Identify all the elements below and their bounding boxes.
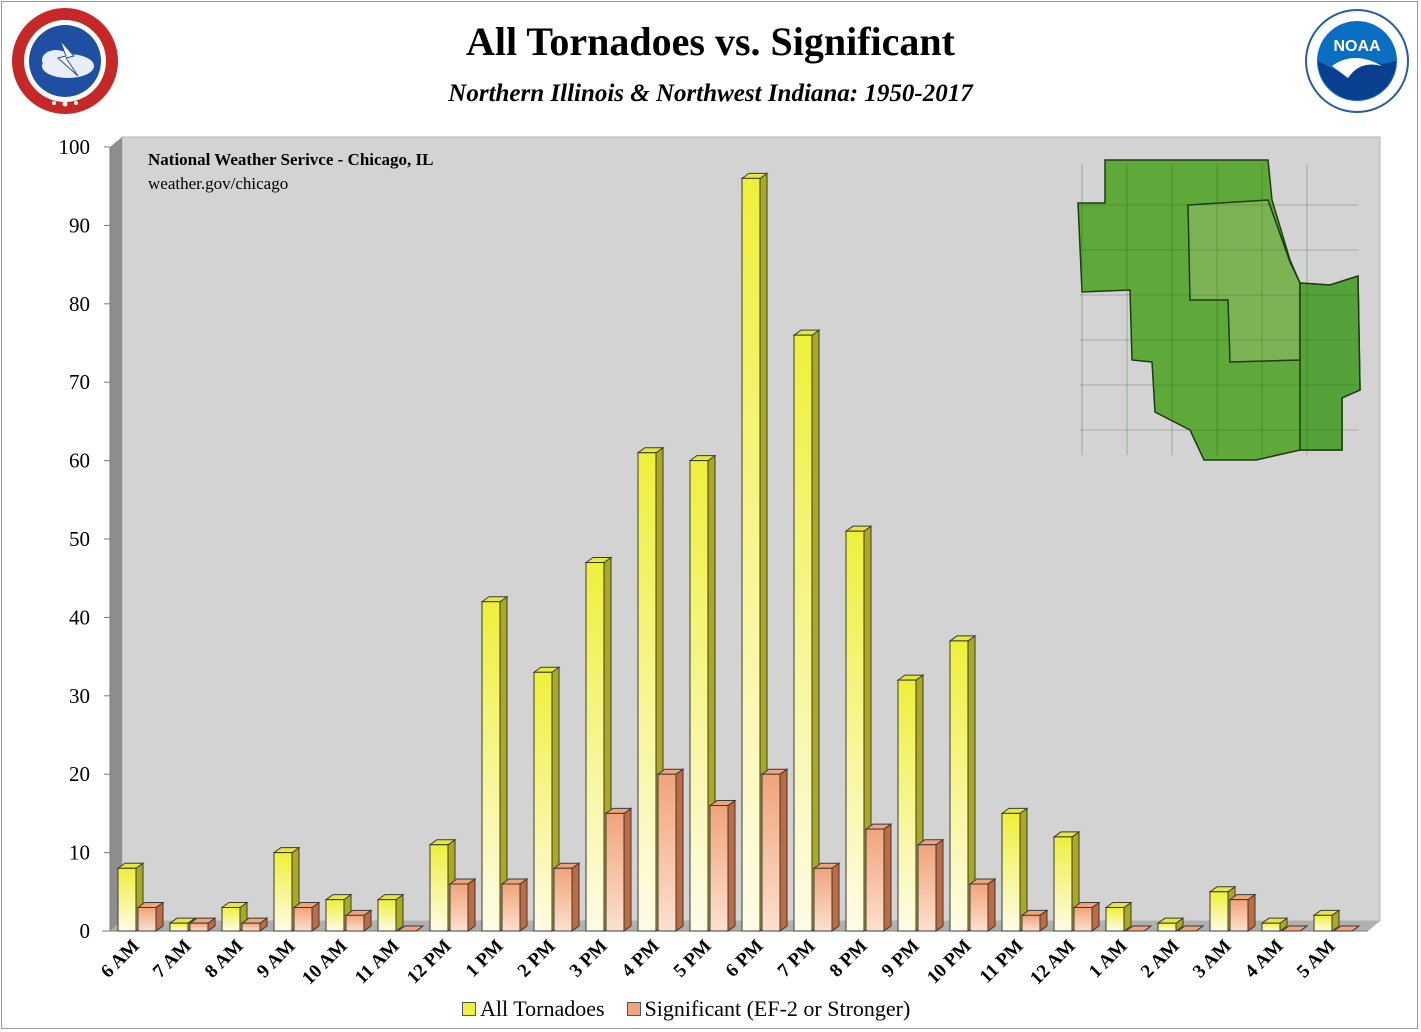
- bar-significant: [500, 877, 529, 932]
- x-tick-label: 4 AM: [1241, 936, 1288, 983]
- x-tick-label: 11 PM: [976, 936, 1028, 988]
- bar-all-tornadoes: [324, 893, 353, 932]
- noaa-logo: NOAA: [1305, 9, 1409, 113]
- x-tick-label: 10 AM: [298, 936, 351, 989]
- bar-significant: [1228, 893, 1257, 932]
- x-tick-label: 12 AM: [1026, 936, 1079, 989]
- x-tick-label: 9 AM: [253, 936, 300, 983]
- bar-significant: [656, 768, 685, 932]
- bar-significant: [1072, 901, 1101, 932]
- chart-subtitle: Northern Illinois & Northwest Indiana: 1…: [448, 80, 973, 107]
- region-map-inset: [1077, 159, 1361, 461]
- plot-side-wall: [110, 137, 122, 931]
- y-tick-label: 40: [69, 605, 90, 629]
- x-tick-label: 2 AM: [1137, 936, 1184, 983]
- x-tick-label: 8 PM: [826, 936, 872, 982]
- x-tick-label: 7 PM: [774, 936, 820, 982]
- x-tick-label: 12 PM: [403, 936, 456, 989]
- bar-significant: [1020, 909, 1049, 932]
- y-tick-label: 50: [69, 527, 90, 551]
- bar-significant: [292, 901, 321, 932]
- legend: All Tornadoes Significant (EF-2 or Stron…: [462, 996, 926, 1022]
- bar-all-tornadoes: [376, 893, 405, 932]
- x-tick-label: 1 PM: [462, 936, 508, 982]
- x-tick-label: 7 AM: [149, 936, 196, 983]
- national-weather-service-logo: [12, 8, 118, 114]
- legend-label-all-tornadoes: All Tornadoes: [480, 996, 605, 1021]
- bar-significant: [188, 917, 217, 932]
- x-tick-label: 2 PM: [514, 936, 560, 982]
- bar-significant: [760, 768, 789, 932]
- bar-all-tornadoes: [740, 172, 769, 932]
- bar-significant: [968, 877, 997, 932]
- y-tick-label: 10: [69, 841, 90, 865]
- credit-agency: National Weather Serivce - Chicago, IL: [148, 150, 434, 169]
- bar-significant: [1332, 925, 1361, 932]
- y-tick-label: 0: [80, 919, 91, 943]
- bar-significant: [396, 925, 425, 932]
- bar-significant: [1124, 925, 1153, 932]
- bar-significant: [1176, 925, 1205, 932]
- bar-significant: [136, 901, 165, 932]
- bar-significant: [604, 807, 633, 932]
- legend-label-significant: Significant (EF-2 or Stronger): [644, 996, 911, 1021]
- bar-all-tornadoes: [1104, 901, 1133, 932]
- bar-all-tornadoes: [532, 666, 561, 932]
- y-tick-label: 20: [69, 762, 90, 786]
- bar-significant: [864, 823, 893, 932]
- y-tick-label: 90: [69, 213, 90, 237]
- legend-swatch-significant: [626, 1002, 641, 1016]
- x-tick-label: 6 AM: [97, 936, 144, 983]
- y-tick-label: 60: [69, 449, 90, 473]
- legend-item-all-tornadoes: All Tornadoes: [462, 996, 605, 1022]
- x-tick-label: 6 PM: [722, 936, 768, 982]
- x-tick-label: 9 PM: [878, 936, 924, 982]
- bar-all-tornadoes: [1312, 909, 1341, 932]
- y-tick-label: 30: [69, 684, 90, 708]
- bar-significant: [344, 909, 373, 932]
- bar-significant: [240, 917, 269, 932]
- x-tick-label: 10 PM: [923, 936, 976, 989]
- x-tick-label: 11 AM: [351, 936, 404, 989]
- x-tick-label: 5 AM: [1293, 936, 1340, 983]
- bar-significant: [916, 838, 945, 932]
- chart-title: All Tornadoes vs. Significant: [465, 19, 955, 64]
- x-tick-label: 3 PM: [566, 936, 612, 982]
- bar-significant: [552, 862, 581, 932]
- x-tick-label: 5 PM: [670, 936, 716, 982]
- bar-significant: [448, 877, 477, 932]
- credit-website: weather.gov/chicago: [148, 174, 289, 193]
- legend-swatch-all-tornadoes: [462, 1002, 476, 1016]
- bar-all-tornadoes: [1260, 917, 1289, 932]
- legend-item-significant: Significant (EF-2 or Stronger): [626, 996, 911, 1022]
- x-tick-label: 1 AM: [1085, 936, 1132, 983]
- x-tick-label: 8 AM: [201, 936, 248, 983]
- bar-significant: [812, 862, 841, 932]
- y-tick-label: 70: [69, 370, 90, 394]
- x-tick-label: 3 AM: [1189, 936, 1236, 983]
- bar-all-tornadoes: [1156, 917, 1185, 932]
- y-tick-label: 100: [59, 135, 91, 159]
- x-tick-label: 4 PM: [618, 936, 664, 982]
- y-tick-label: 80: [69, 292, 90, 316]
- bar-all-tornadoes: [480, 595, 509, 932]
- bar-significant: [1280, 925, 1309, 932]
- bar-all-tornadoes: [1052, 830, 1081, 932]
- bar-significant: [708, 799, 737, 932]
- bar-all-tornadoes: [1000, 807, 1029, 932]
- bar-all-tornadoes: [792, 329, 821, 932]
- noaa-text: NOAA: [1333, 38, 1381, 55]
